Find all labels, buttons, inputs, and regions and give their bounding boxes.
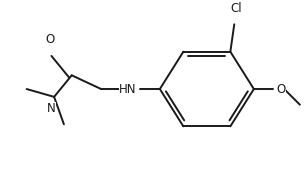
Text: N: N — [47, 102, 56, 115]
Text: O: O — [46, 33, 55, 46]
Text: O: O — [276, 83, 285, 95]
Text: HN: HN — [119, 83, 136, 95]
Text: Cl: Cl — [230, 3, 242, 15]
